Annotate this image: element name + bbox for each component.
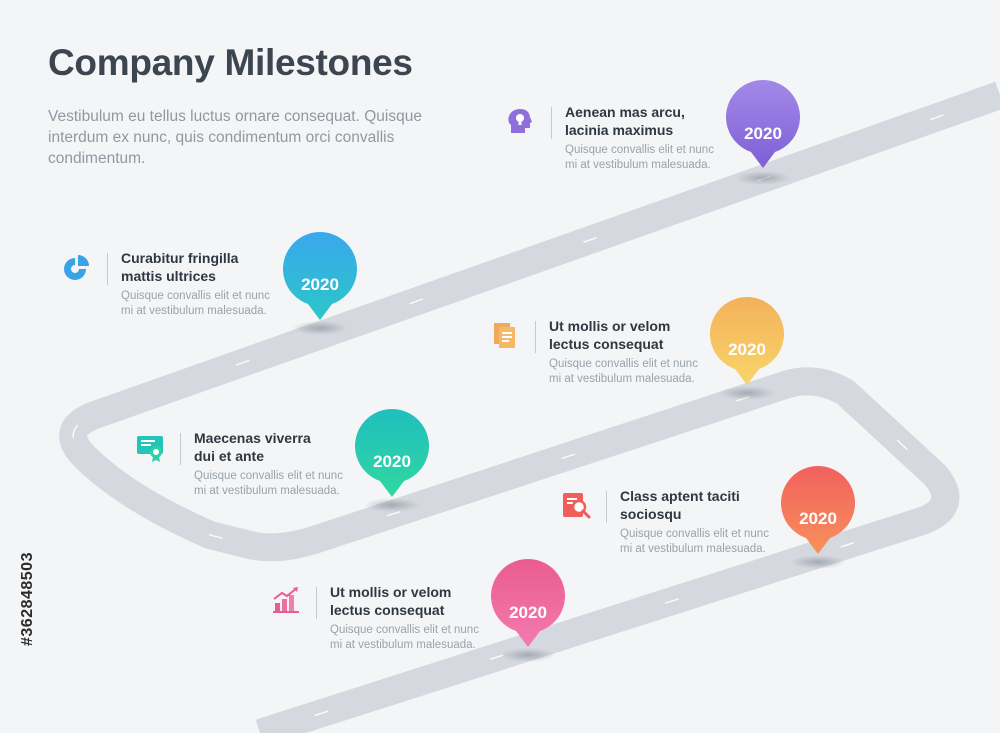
head-lightbulb-icon (508, 109, 532, 133)
milestone-pin-3: 2020 (710, 297, 785, 400)
intro-text: Vestibulum eu tellus luctus ornare conse… (48, 108, 422, 167)
watermark-text: #362848503 (19, 552, 36, 646)
pin-year-6: 2020 (509, 603, 547, 622)
watermark: #362848503 (8, 490, 36, 720)
pin-year-5: 2020 (799, 509, 837, 528)
milestone-heading: Ut mollis or velom lectus consequat (549, 318, 671, 352)
milestone-pin-2: 2020 (283, 231, 357, 335)
milestone-description: Quisque convallis elit et nunc mi at ves… (330, 624, 479, 651)
milestone-heading: Maecenas viverra dui et ante (194, 430, 311, 464)
pie-chart-icon (64, 255, 89, 280)
milestone-pin-5: 2020 (781, 466, 855, 569)
pin-year-2: 2020 (301, 275, 339, 294)
bar-chart-growth-icon (273, 587, 299, 613)
divider (535, 321, 536, 353)
documents-icon (494, 323, 515, 348)
milestone-description: Quisque convallis elit et nunc mi at ves… (194, 470, 343, 497)
page-title: Company Milestones (48, 42, 413, 83)
divider (107, 253, 108, 285)
milestone-pin-1: 2020 (726, 79, 801, 185)
divider (551, 107, 552, 139)
pin-year-1: 2020 (744, 124, 782, 143)
milestone-description: Quisque convallis elit et nunc mi at ves… (565, 144, 714, 171)
document-search-icon (563, 493, 591, 519)
divider (316, 587, 317, 619)
milestone-heading: Class aptent taciti sociosqu (620, 488, 740, 522)
divider (606, 491, 607, 523)
milestone-heading: Ut mollis or velom lectus consequat (330, 584, 452, 618)
milestone-pin-4: 2020 (355, 409, 429, 512)
pin-year-3: 2020 (728, 340, 766, 359)
divider (180, 433, 181, 465)
certificate-icon (137, 436, 163, 462)
milestone-description: Quisque convallis elit et nunc mi at ves… (549, 358, 698, 385)
milestone-description: Quisque convallis elit et nunc mi at ves… (121, 290, 270, 317)
milestone-pin-6: 2020 (491, 559, 566, 662)
road (59, 81, 1000, 733)
milestone-heading: Curabitur fringilla mattis ultrices (121, 250, 239, 284)
milestone-heading: Aenean mas arcu, lacinia maximus (565, 104, 685, 138)
pin-year-4: 2020 (373, 452, 411, 471)
milestone-description: Quisque convallis elit et nunc mi at ves… (620, 528, 769, 555)
